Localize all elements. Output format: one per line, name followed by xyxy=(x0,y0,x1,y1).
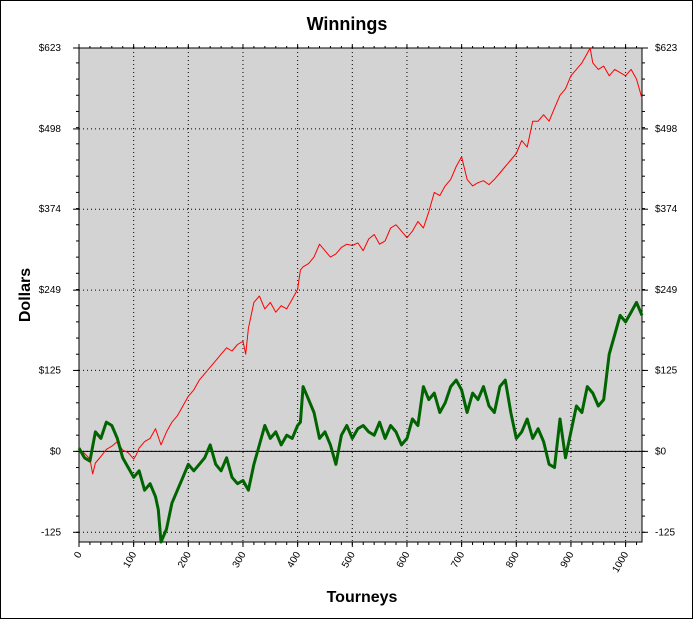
y-tick-label-left: -125 xyxy=(41,527,61,538)
y-tick-label-left: $0 xyxy=(50,446,62,457)
y-tick-label-left: $498 xyxy=(39,124,62,135)
x-tick-label: 600 xyxy=(395,550,413,570)
series-group xyxy=(77,47,644,544)
x-tick-label: 0 xyxy=(72,550,85,561)
y-tick-label-right: $125 xyxy=(655,365,678,376)
x-tick-label: 100 xyxy=(121,550,139,570)
y-tick-label-right: $374 xyxy=(655,204,678,215)
plot-area xyxy=(78,47,643,543)
series-line-red xyxy=(78,47,643,475)
chart-title: Winnings xyxy=(307,14,388,34)
x-tick-label: 500 xyxy=(340,550,358,570)
y-tick-label-left: $374 xyxy=(39,204,62,215)
y-tick-label-left: $623 xyxy=(39,43,62,54)
x-tick-label: 200 xyxy=(176,550,194,570)
y-tick-label-right: $0 xyxy=(655,446,667,457)
y-tick-label-left: $125 xyxy=(39,365,62,376)
series-line-green xyxy=(77,300,644,544)
y-tick-label-right: $498 xyxy=(655,124,678,135)
y-tick-label-right: $249 xyxy=(655,285,678,296)
x-tick-label: 800 xyxy=(504,550,522,570)
x-tick-label: 300 xyxy=(231,550,249,570)
x-tick-label: 700 xyxy=(449,550,467,570)
x-tick-label: 900 xyxy=(559,550,577,570)
x-tick-label: 400 xyxy=(285,550,303,570)
y-tick-label-left: $249 xyxy=(39,285,62,296)
axis-ticks xyxy=(73,44,648,547)
x-tick-label: 1000 xyxy=(611,550,632,575)
y-tick-label-right: -125 xyxy=(655,527,675,538)
y-axis-title: Dollars xyxy=(17,268,34,322)
x-axis-title: Tourneys xyxy=(327,589,398,606)
y-tick-label-right: $623 xyxy=(655,43,678,54)
